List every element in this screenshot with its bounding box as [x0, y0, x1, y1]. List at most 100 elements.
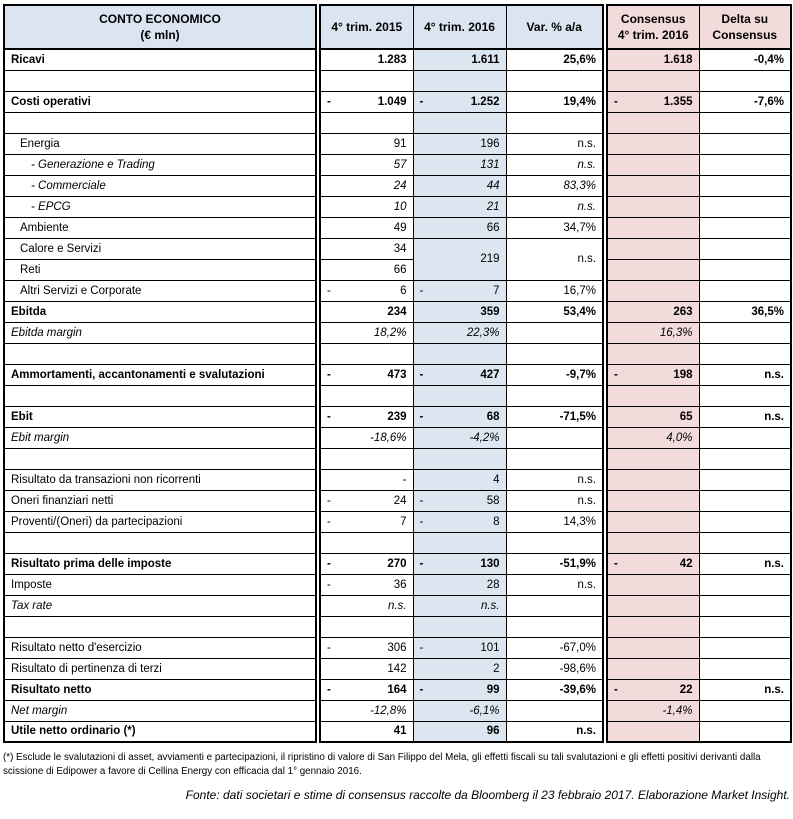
table-row: Reti 66 — [3, 258, 792, 281]
cell-delta — [698, 153, 792, 176]
header-var: Var. % a/a — [505, 4, 604, 50]
column-gap — [316, 427, 320, 448]
cell-value: 24 — [393, 494, 407, 507]
column-gap — [603, 343, 607, 364]
negative-sign: - — [614, 557, 618, 570]
cell-2016: - 68 — [412, 405, 507, 428]
cell-2015: 10 — [319, 195, 414, 218]
column-gap — [603, 217, 607, 238]
row-label: Net margin — [3, 699, 317, 722]
cell-2015: - 36 — [319, 573, 414, 596]
cell-consensus — [606, 384, 700, 407]
column-gap — [603, 679, 607, 700]
column-gap — [603, 112, 607, 133]
cell-value: n.s. — [577, 494, 596, 507]
column-gap — [316, 196, 320, 217]
cell-value: 42 — [679, 557, 693, 570]
cell-delta — [698, 468, 792, 491]
column-gap — [603, 49, 607, 70]
row-label: Risultato netto — [3, 678, 317, 701]
cell-value: 10 — [393, 200, 407, 213]
table-header-row: CONTO ECONOMICO (€ mln) 4° trim. 2015 4°… — [3, 4, 792, 50]
table-unit: (€ mln) — [140, 28, 180, 42]
column-gap — [316, 679, 320, 700]
cell-2016 — [412, 342, 507, 365]
cell-value: 21 — [486, 200, 500, 213]
column-gap — [316, 238, 320, 259]
cell-consensus: 1.618 — [606, 48, 700, 71]
column-gap — [603, 406, 607, 427]
spacer-row — [3, 447, 792, 470]
cell-value: 34,7% — [563, 221, 596, 234]
table-row: - Generazione e Trading 57 131 n.s. — [3, 153, 792, 176]
column-gap — [316, 616, 320, 637]
cell-value: 66 — [486, 221, 500, 234]
row-label: Risultato da transazioni non ricorrenti — [3, 468, 317, 491]
cell-value: 25,6% — [563, 53, 596, 66]
cell-2015: 91 — [319, 132, 414, 155]
footnote: (*) Esclude le svalutazioni di asset, av… — [3, 752, 761, 777]
cell-var — [505, 342, 604, 365]
cell-consensus: -1,4% — [606, 699, 700, 722]
cell-value: -51,9% — [559, 557, 596, 570]
column-gap — [603, 91, 607, 112]
spacer-row — [3, 384, 792, 407]
row-label: Risultato prima delle imposte — [3, 552, 317, 575]
cell-value: 91 — [393, 137, 407, 150]
cell-consensus — [606, 594, 700, 617]
cell-value: 14,3% — [563, 515, 596, 528]
cell-delta — [698, 657, 792, 680]
cell-2016 — [412, 69, 507, 92]
negative-sign: - — [614, 368, 618, 381]
table-row: Ebitda margin 18,2% 22,3% 16,3% — [3, 321, 792, 344]
cell-value: 65 — [679, 410, 693, 423]
row-label: Ebitda — [3, 300, 317, 323]
cell-value: -98,6% — [559, 662, 596, 675]
cell-var — [505, 531, 604, 554]
column-gap — [316, 637, 320, 658]
cell-value: 427 — [480, 368, 500, 381]
cell-value: n.s. — [577, 137, 596, 150]
cell-value: 36 — [393, 578, 407, 591]
cell-consensus — [606, 657, 700, 680]
row-label: - EPCG — [3, 195, 317, 218]
cell-delta — [698, 699, 792, 722]
cell-2015: 41 — [319, 720, 414, 743]
cell-delta — [698, 174, 792, 197]
cell-var: -51,9% — [505, 552, 604, 575]
cell-2016: -8 — [412, 510, 507, 533]
table-row: Risultato prima delle imposte -270-130 -51… — [3, 552, 792, 575]
negative-sign: - — [327, 515, 331, 528]
cell-consensus: - 1.355 — [606, 90, 700, 113]
cell-2016: 1.611 — [412, 48, 507, 71]
negative-sign: - — [327, 95, 331, 108]
table-row: Ambiente 49 66 34,7% — [3, 216, 792, 239]
cell-value: 101 — [480, 641, 500, 654]
cell-2016: n.s. — [412, 594, 507, 617]
cell-value: n.s. — [764, 368, 784, 381]
column-gap — [316, 532, 320, 553]
cell-2015: - 306 — [319, 636, 414, 659]
cell-var: n.s. — [505, 489, 604, 512]
cell-2015: - 270 — [319, 552, 414, 575]
column-gap — [316, 406, 320, 427]
cell-2016: - 58 — [412, 489, 507, 512]
cell-delta — [698, 258, 792, 281]
cell-2015: - — [319, 468, 414, 491]
column-gap — [316, 721, 320, 742]
cell-value: 49 — [393, 221, 407, 234]
cell-delta: n.s. — [698, 678, 792, 701]
cell-2015: -6 — [319, 279, 414, 302]
negative-sign: - — [327, 578, 331, 591]
cell-2016 — [412, 111, 507, 134]
cell-value: 28 — [486, 578, 500, 591]
negative-sign: - — [327, 284, 331, 297]
cell-consensus: 4,0% — [606, 426, 700, 449]
column-gap — [316, 301, 320, 322]
column-gap — [603, 364, 607, 385]
cell-delta — [698, 111, 792, 134]
column-gap — [316, 490, 320, 511]
column-gap — [603, 595, 607, 616]
cell-value: 198 — [673, 368, 693, 381]
table-row: Ebit margin -18,6% -4,2% 4,0% — [3, 426, 792, 449]
